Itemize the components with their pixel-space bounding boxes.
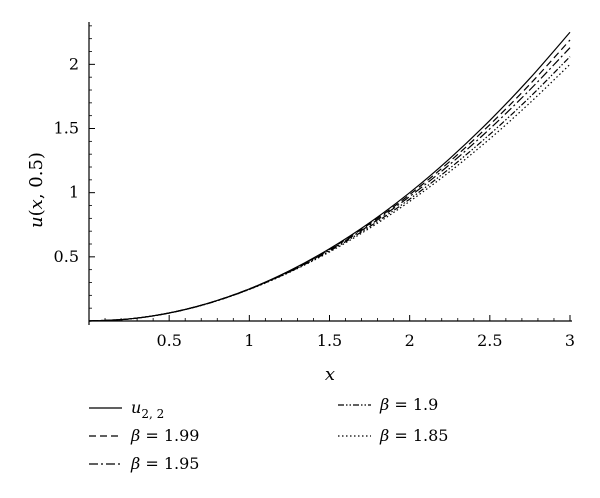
x-tick-label: 2.5 (477, 331, 502, 350)
x-tick-label: 0.5 (156, 331, 181, 350)
y-tick-label: 1.5 (54, 119, 79, 138)
x-tick-label: 1 (244, 331, 254, 350)
legend-label: β = 1.95 (130, 454, 199, 473)
x-tick-label: 2 (405, 331, 415, 350)
x-tick-label: 1.5 (317, 331, 342, 350)
y-axis-label: u(x, 0.5) (26, 152, 47, 228)
series-line (88, 39, 571, 322)
x-axis-label: x (325, 364, 335, 385)
y-tick-label: 2 (69, 54, 79, 73)
series-line (88, 56, 571, 322)
legend-label: β = 1.99 (130, 426, 199, 445)
series-line (88, 47, 571, 322)
series-line (88, 31, 571, 322)
legend-label: u2, 2 (131, 398, 164, 421)
x-ticks: 0.5 1 1.5 2 2.5 3 (104, 315, 575, 350)
series-line (88, 63, 571, 322)
legend-label: β = 1.85 (379, 426, 448, 445)
x-tick-label: 3 (565, 331, 575, 350)
y-tick-label: 0.5 (54, 247, 79, 266)
curves (88, 31, 571, 322)
legend-label: β = 1.9 (379, 395, 438, 414)
axes (88, 22, 572, 325)
legend: u2, 2 β = 1.99 β = 1.95 β = 1.9 β = 1.85 (89, 395, 448, 473)
y-ticks: 0.5 1 1.5 2 (54, 25, 95, 309)
y-tick-label: 1 (69, 183, 79, 202)
